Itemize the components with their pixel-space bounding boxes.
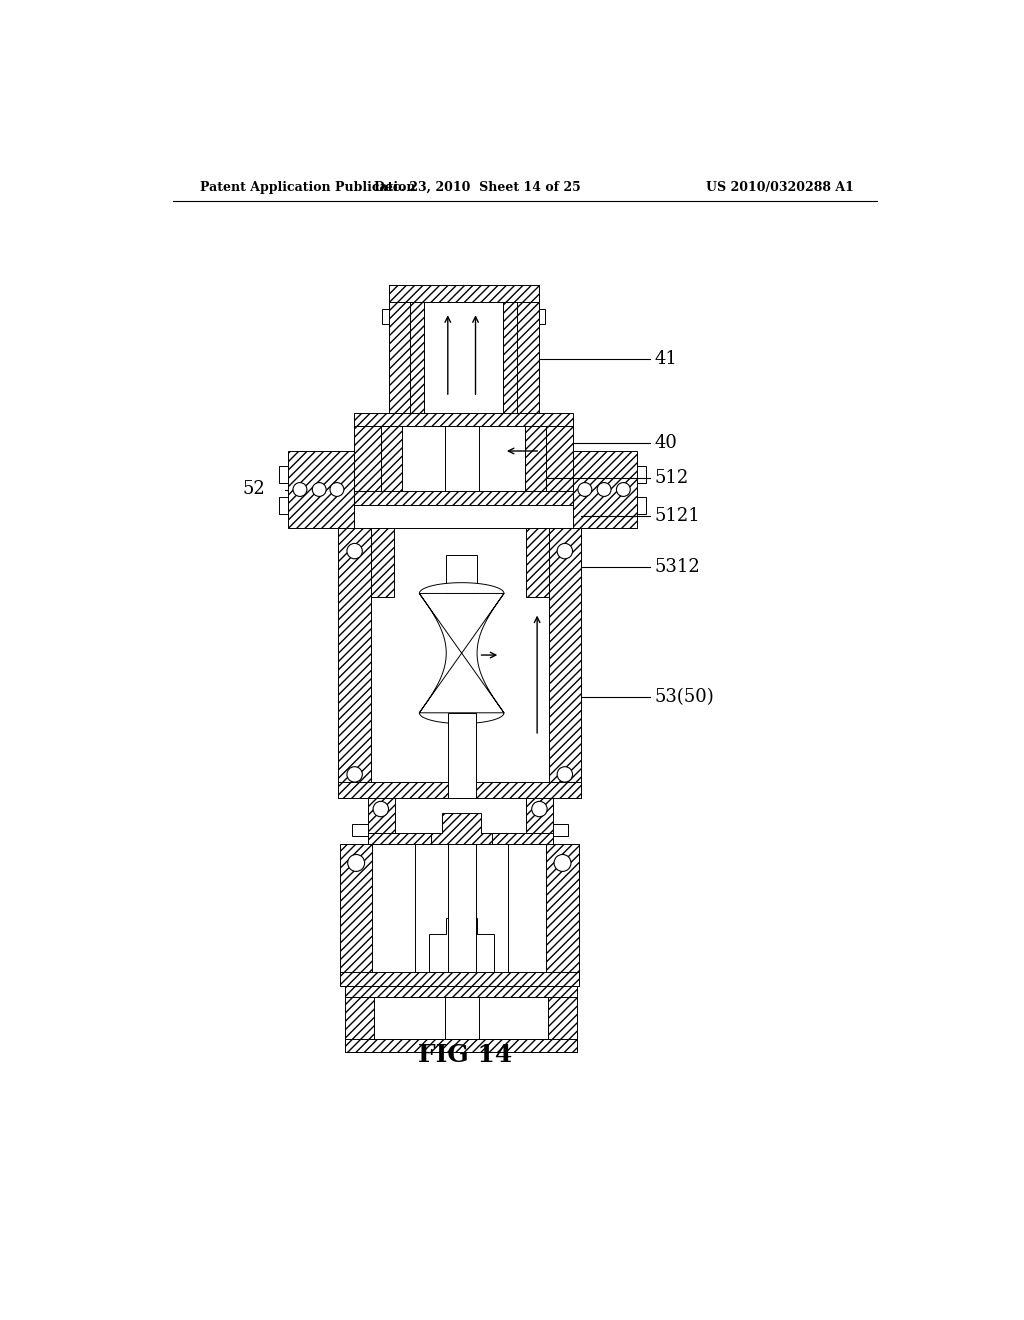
Text: US 2010/0320288 A1: US 2010/0320288 A1 <box>707 181 854 194</box>
Polygon shape <box>289 451 354 528</box>
Polygon shape <box>547 843 579 986</box>
Bar <box>371 528 549 781</box>
Polygon shape <box>525 528 549 598</box>
Circle shape <box>293 483 307 496</box>
Circle shape <box>312 483 326 496</box>
Polygon shape <box>345 986 374 1052</box>
Polygon shape <box>368 797 394 843</box>
Polygon shape <box>503 302 517 412</box>
Polygon shape <box>431 813 493 843</box>
Bar <box>637 466 646 483</box>
Circle shape <box>347 544 362 558</box>
Polygon shape <box>548 986 578 1052</box>
Circle shape <box>330 483 344 496</box>
Circle shape <box>347 767 362 781</box>
Bar <box>553 825 568 836</box>
Polygon shape <box>388 285 410 412</box>
Polygon shape <box>340 973 579 986</box>
Polygon shape <box>416 843 508 973</box>
Bar <box>447 713 475 797</box>
Circle shape <box>557 544 572 558</box>
Polygon shape <box>354 491 573 506</box>
Bar <box>446 554 477 594</box>
Polygon shape <box>368 833 553 843</box>
Text: 52: 52 <box>243 480 265 499</box>
Polygon shape <box>371 528 394 598</box>
Text: 53(50): 53(50) <box>654 689 714 706</box>
Bar <box>280 498 289 515</box>
Bar <box>394 797 525 833</box>
Polygon shape <box>524 426 547 491</box>
Text: 512: 512 <box>654 469 688 487</box>
Circle shape <box>373 801 388 817</box>
Text: FIG 14: FIG 14 <box>419 1043 513 1068</box>
Text: 41: 41 <box>654 350 677 367</box>
Bar <box>447 843 475 973</box>
Text: 5121: 5121 <box>654 507 700 525</box>
Polygon shape <box>547 426 573 506</box>
Polygon shape <box>339 528 371 797</box>
Polygon shape <box>345 1039 578 1052</box>
Bar <box>280 466 289 483</box>
Text: Patent Application Publication: Patent Application Publication <box>200 181 416 194</box>
Polygon shape <box>517 285 539 412</box>
Polygon shape <box>388 285 539 302</box>
Polygon shape <box>573 451 637 528</box>
Bar <box>382 309 388 323</box>
Circle shape <box>597 483 611 496</box>
Text: 5312: 5312 <box>654 557 700 576</box>
Text: 40: 40 <box>654 434 677 453</box>
Bar <box>373 843 547 973</box>
Bar <box>424 302 503 412</box>
Bar <box>637 498 646 515</box>
Polygon shape <box>345 986 578 997</box>
Bar <box>539 309 545 323</box>
Circle shape <box>348 854 365 871</box>
Polygon shape <box>354 426 381 506</box>
Polygon shape <box>549 528 581 797</box>
Bar <box>352 825 368 836</box>
Bar <box>374 997 548 1039</box>
Polygon shape <box>354 412 573 426</box>
Circle shape <box>557 767 572 781</box>
Text: Dec. 23, 2010  Sheet 14 of 25: Dec. 23, 2010 Sheet 14 of 25 <box>374 181 581 194</box>
Polygon shape <box>525 797 553 843</box>
Circle shape <box>531 801 547 817</box>
Polygon shape <box>339 781 581 797</box>
Polygon shape <box>410 302 424 412</box>
Bar <box>444 997 478 1039</box>
Polygon shape <box>381 426 402 491</box>
Polygon shape <box>340 843 373 986</box>
Circle shape <box>616 483 631 496</box>
Bar <box>444 426 478 491</box>
Circle shape <box>554 854 571 871</box>
Circle shape <box>578 483 592 496</box>
Bar <box>402 426 524 491</box>
Polygon shape <box>419 582 504 723</box>
